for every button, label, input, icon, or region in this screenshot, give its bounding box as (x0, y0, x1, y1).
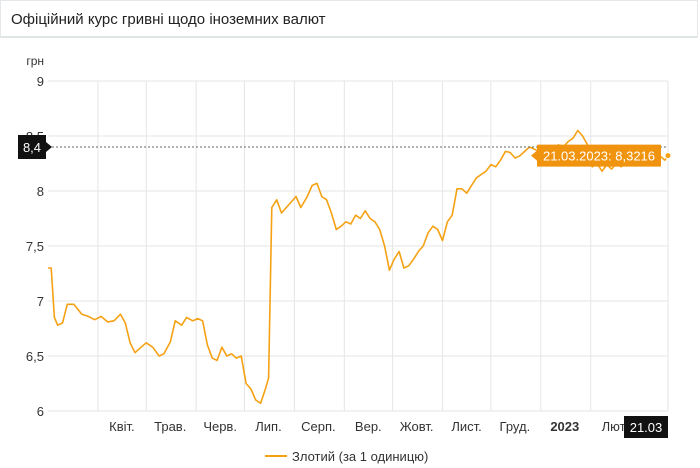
currency-line-chart[interactable]: 66,577,588,59грнКвіт.Трав.Черв.Лип.Серп.… (0, 40, 700, 468)
crosshair-date-label: 21.03 (630, 420, 663, 435)
x-tick-label: Лип. (255, 419, 281, 434)
y-tick-label: 8 (37, 184, 44, 199)
x-tick-label: Вер. (355, 419, 382, 434)
legend-label[interactable]: Злотий (за 1 одиницю) (292, 449, 428, 464)
y-tick-label: 7,5 (26, 239, 44, 254)
tooltip-pointer (531, 150, 537, 161)
x-tick-label: Лист. (451, 419, 481, 434)
x-tick-label: Серп. (301, 419, 336, 434)
y-tick-label: 6 (37, 404, 44, 419)
crosshair-date-badge (624, 416, 668, 438)
tooltip-box (537, 144, 661, 167)
page-title: Офіційний курс гривні щодо іноземних вал… (11, 11, 326, 28)
y-tick-label: 9 (37, 74, 44, 89)
tooltip-text: 21.03.2023: 8,3216 (543, 149, 655, 164)
y-tick-label: 7 (37, 294, 44, 309)
x-tick-label: Квіт. (109, 419, 135, 434)
x-tick-label: 2023 (550, 419, 579, 434)
crosshair-value-badge (18, 135, 46, 159)
x-tick-label: Трав. (154, 419, 186, 434)
series-line[interactable] (48, 129, 669, 405)
crosshair-overlay: 8,4 21.03 21.03.2023: 8,3216 (18, 135, 668, 438)
x-tick-label: Жовт. (400, 419, 434, 434)
y-axis-unit: грн (26, 54, 44, 68)
chart-header: Офіційний курс гривні щодо іноземних вал… (0, 0, 698, 38)
x-tick-label: Груд. (500, 419, 531, 434)
x-tick-label: Лют. (602, 419, 628, 434)
y-tick-label: 6,5 (26, 349, 44, 364)
series-area[interactable] (48, 129, 672, 405)
x-tick-label: Черв. (203, 419, 237, 434)
crosshair-value-label: 8,4 (23, 140, 41, 155)
axis-labels: 66,577,588,59грнКвіт.Трав.Черв.Лип.Серп.… (26, 54, 628, 434)
crosshair-value-pointer (46, 142, 52, 152)
data-point-marker[interactable] (664, 152, 672, 160)
legend[interactable]: Злотий (за 1 одиницю) (265, 449, 428, 464)
grid-lines (48, 80, 669, 412)
